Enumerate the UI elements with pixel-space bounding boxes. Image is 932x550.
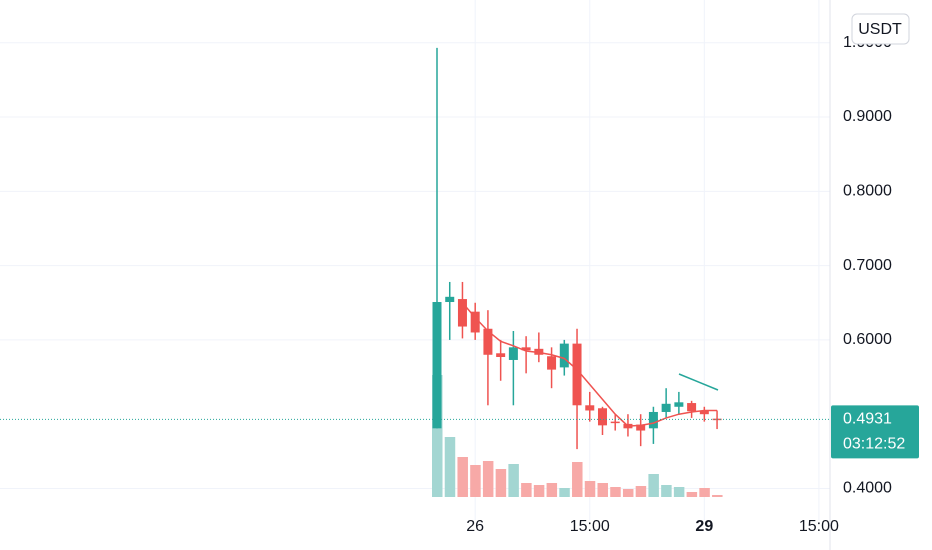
y-tick-label: 0.8000: [843, 183, 892, 200]
volume-bar: [673, 487, 685, 497]
candle-body: [483, 328, 493, 355]
axes: 0.40000.60000.70000.80000.90001.00002615…: [466, 34, 919, 535]
currency-badge[interactable]: [851, 13, 910, 45]
candle-body: [648, 411, 658, 429]
volume-bar: [610, 487, 621, 497]
candle-body: [508, 347, 518, 360]
volume-bar: [648, 474, 659, 497]
last-price-box: [831, 405, 919, 459]
candle-body: [432, 302, 442, 429]
volume-bar: [495, 469, 507, 497]
candle-body: [674, 402, 684, 407]
candle-body: [610, 421, 620, 424]
volume-bar: [521, 483, 532, 497]
moving-average: [461, 302, 718, 427]
candle-body: [470, 311, 480, 333]
y-tick-label: 0.6000: [843, 331, 892, 348]
marks: [0, 47, 830, 497]
volume-bar: [699, 488, 710, 497]
x-tick-label: 29: [695, 518, 713, 535]
last-price-label: 0.4931: [843, 411, 892, 428]
volume-bar: [584, 481, 596, 497]
currency-label: USDT: [858, 21, 902, 38]
y-tick-label: 0.7000: [843, 257, 892, 274]
y-tick-label: 0.9000: [843, 108, 892, 125]
candle-body: [521, 347, 531, 351]
candle-body: [597, 408, 607, 426]
volume-bar: [597, 483, 608, 497]
trend-line-drawing: [678, 373, 719, 391]
candle-body: [661, 403, 671, 412]
candle-body: [572, 343, 582, 406]
candle-body: [547, 356, 557, 370]
volume-bar: [444, 437, 456, 497]
volume-bar: [635, 486, 647, 497]
candle-body: [559, 343, 569, 368]
x-tick-label: 15:00: [570, 518, 610, 535]
volume-bar: [546, 483, 558, 497]
volume-bar: [470, 465, 481, 497]
volume-bar: [482, 461, 494, 497]
candle-body: [457, 299, 467, 327]
candle-body: [496, 353, 506, 357]
grid: [0, 0, 830, 520]
x-tick-label: 26: [466, 518, 484, 535]
volume-bar: [572, 462, 583, 497]
volume-bar: [457, 457, 468, 497]
volume-bar: [533, 485, 545, 497]
y-tick-label: 0.4000: [843, 480, 892, 497]
volume-bar: [432, 375, 443, 497]
candle-body: [445, 296, 455, 303]
volume-bar: [622, 489, 634, 497]
candle-body: [585, 405, 595, 411]
volume-bar: [661, 485, 672, 497]
volume-bar: [686, 492, 698, 497]
volume-bar: [712, 495, 723, 497]
candle-body: [687, 403, 697, 412]
x-tick-label: 15:00: [799, 518, 839, 535]
candle-body: [636, 424, 646, 431]
candle-body: [699, 410, 709, 415]
volume-bar: [508, 464, 519, 497]
volume-bar: [559, 488, 570, 497]
countdown-label: 03:12:52: [843, 436, 905, 453]
